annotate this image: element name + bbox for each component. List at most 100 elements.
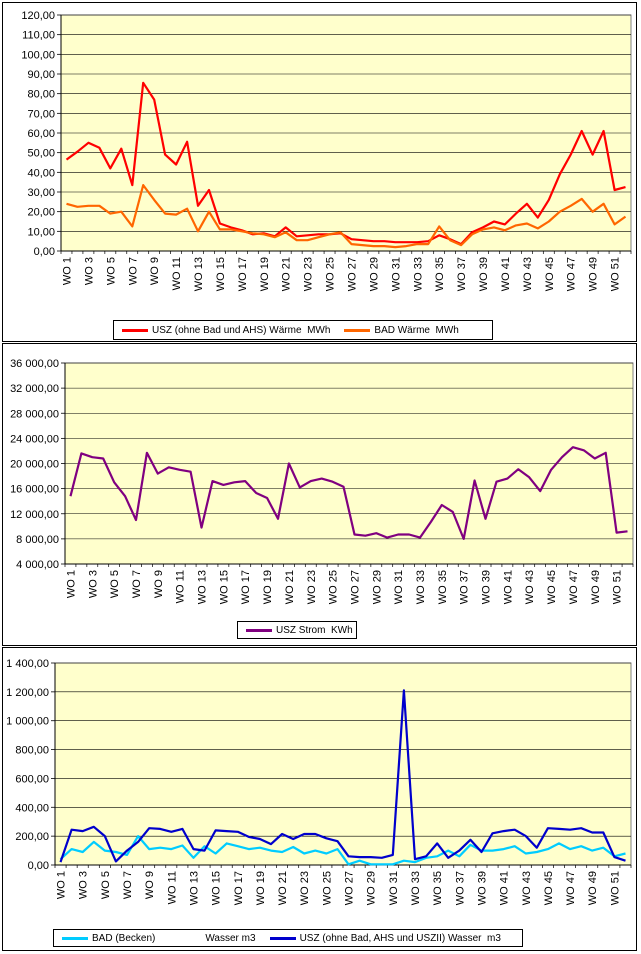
chart-svg-water: 0,00 200,00 400,00 600,00 800,00 1 000,00 1 20… — [6, 658, 632, 905]
x-tick-label: WO 15 — [218, 570, 230, 604]
x-tick-label: WO 25 — [325, 257, 337, 291]
y-tick-label: 50,00 — [27, 148, 55, 160]
series-line-heat-2 — [66, 184, 627, 249]
x-tick-label: WO 29 — [371, 570, 383, 604]
x-tick-label: WO 41 — [500, 257, 512, 291]
y-tick-label: 100,00 — [21, 49, 55, 61]
y-tick-label: 10,00 — [27, 226, 55, 238]
x-tick-label: WO 25 — [321, 871, 333, 905]
x-tick-label: WO 3 — [83, 257, 95, 285]
x-tick-label: WO 11 — [175, 570, 187, 603]
x-tick-label: WO 33 — [412, 257, 424, 291]
x-tick-label: WO 33 — [415, 570, 427, 604]
x-tick-label: WO 43 — [521, 871, 533, 905]
x-tick-label: WO 9 — [153, 570, 165, 598]
x-tick-label: WO 9 — [144, 871, 156, 899]
y-tick-label: 60,00 — [27, 128, 55, 140]
legend-item: USZ (ohne Bad und AHS) Wärme MWh — [122, 325, 330, 336]
x-tick-label: WO 19 — [255, 871, 267, 905]
y-tick-label: 20,00 — [27, 207, 55, 219]
x-tick-label: WO 51 — [610, 257, 622, 291]
y-tick-label: 8 000,00 — [16, 534, 59, 546]
legend-swatch — [62, 936, 88, 940]
y-tick-label: 24 000,00 — [10, 433, 59, 445]
legend-electricity: USZ Strom KWh — [237, 621, 357, 639]
y-tick-label: 30,00 — [27, 187, 55, 199]
chart-svg-heat: 0,00 10,00 20,00 30,00 40,00 50,00 60,00 70,00 8… — [21, 10, 632, 291]
x-tick-label: WO 23 — [306, 570, 318, 604]
x-tick-label: WO 21 — [281, 257, 293, 291]
x-tick-label: WO 37 — [454, 871, 466, 905]
x-tick-label: WO 29 — [368, 257, 380, 291]
y-tick-label: 70,00 — [27, 108, 55, 120]
x-tick-label: WO 45 — [546, 570, 558, 604]
x-tick-label: WO 7 — [122, 871, 134, 899]
x-tick-label: WO 27 — [344, 871, 356, 905]
x-tick-label: WO 35 — [437, 570, 449, 604]
series-line-water-1 — [59, 835, 626, 866]
x-tick-label: WO 47 — [568, 570, 580, 604]
x-tick-label: WO 41 — [499, 871, 511, 905]
y-tick-label: 0,00 — [34, 246, 55, 258]
x-tick-label: WO 3 — [78, 871, 90, 899]
chart-svg-electricity: 4 000,00 8 000,00 12 000,00 16 000,00 20 000… — [10, 358, 634, 604]
y-tick-label: 20 000,00 — [10, 459, 59, 471]
x-tick-label: WO 1 — [61, 257, 73, 285]
y-tick-label: 600,00 — [15, 773, 49, 785]
x-tick-label: WO 31 — [393, 570, 405, 604]
y-tick-label: 4 000,00 — [16, 559, 59, 571]
x-tick-label: WO 1 — [65, 570, 77, 598]
y-tick-label: 1 200,00 — [6, 687, 49, 699]
x-tick-label: WO 5 — [109, 570, 121, 598]
legend-label: USZ (ohne Bad und AHS) Wärme MWh — [152, 324, 331, 336]
x-tick-label: WO 11 — [171, 257, 183, 290]
x-tick-label: WO 31 — [390, 257, 402, 291]
legend-swatch — [344, 328, 371, 332]
plot-area — [54, 662, 632, 866]
legend-item: BAD Wärme MWh — [344, 324, 459, 336]
x-tick-label: WO 29 — [366, 871, 378, 905]
x-tick-label: WO 33 — [410, 871, 422, 905]
y-tick-label: 1 400,00 — [6, 658, 49, 670]
x-tick-label: WO 13 — [193, 257, 205, 291]
y-tick-label: 12 000,00 — [10, 509, 59, 521]
chart-panel-electricity: 4 000,00 8 000,00 12 000,00 16 000,00 20 000… — [2, 343, 637, 646]
x-tick-label: WO 23 — [303, 257, 315, 291]
x-tick-label: WO 25 — [328, 570, 340, 604]
x-tick-label: WO 39 — [481, 570, 493, 604]
x-tick-label: WO 7 — [131, 570, 143, 598]
y-tick-label: 120,00 — [21, 10, 55, 22]
x-tick-label: WO 41 — [502, 570, 514, 604]
x-tick-label: WO 45 — [544, 257, 556, 291]
legend-label: BAD Wärme MWh — [374, 324, 459, 336]
chart-panel-heat: 0,00 10,00 20,00 30,00 40,00 50,00 60,00 70,00 8… — [2, 2, 637, 342]
series-line-heat-1 — [65, 81, 626, 246]
x-tick-label: WO 35 — [432, 871, 444, 905]
x-tick-label: WO 47 — [566, 257, 578, 291]
x-tick-label: WO 23 — [299, 871, 311, 905]
legend-swatch — [246, 628, 272, 632]
chart-panel-water: 0,00 200,00 400,00 600,00 800,00 1 000,00 1 20… — [2, 647, 637, 951]
x-tick-label: WO 43 — [522, 257, 534, 291]
x-tick-label: WO 13 — [197, 570, 209, 604]
x-tick-label: WO 49 — [588, 257, 600, 291]
x-tick-label: WO 37 — [456, 257, 468, 291]
x-tick-label: WO 21 — [277, 871, 289, 905]
x-tick-label: WO 45 — [543, 871, 555, 905]
x-tick-label: WO 31 — [388, 871, 400, 905]
x-tick-label: WO 49 — [590, 570, 602, 604]
x-tick-label: WO 1 — [56, 871, 68, 899]
x-tick-label: WO 35 — [434, 257, 446, 291]
legend-swatch — [269, 936, 296, 940]
x-tick-label: WO 15 — [215, 257, 227, 291]
x-tick-label: WO 11 — [166, 871, 178, 904]
y-tick-label: 80,00 — [27, 89, 55, 101]
legend-item: USZ Strom KWh — [246, 625, 353, 636]
x-tick-label: WO 21 — [284, 570, 296, 604]
x-tick-label: WO 15 — [211, 871, 223, 905]
legend-label: BAD (Becken) Wasser m3 — [92, 932, 256, 944]
series-line-water-2 — [59, 689, 626, 863]
x-tick-label: WO 17 — [233, 871, 245, 905]
y-tick-label: 40,00 — [27, 167, 55, 179]
legend-label: USZ Strom KWh — [276, 624, 353, 636]
